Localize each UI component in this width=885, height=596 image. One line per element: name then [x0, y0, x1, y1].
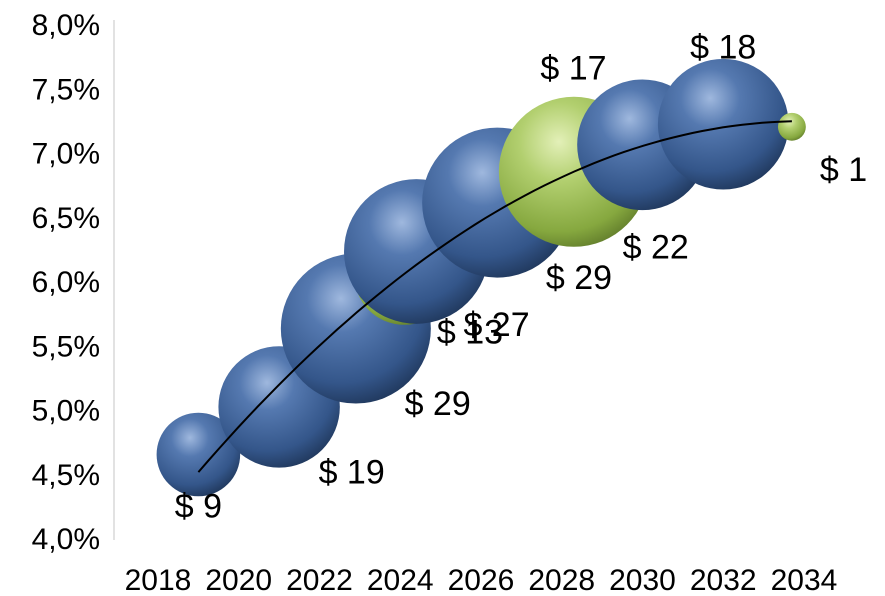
- y-tick-label: 4,5%: [32, 459, 100, 492]
- x-tick-label: 2022: [286, 564, 353, 596]
- bubble-data-label: $ 29: [405, 385, 471, 423]
- bubble-data-label: $ 27: [463, 306, 529, 344]
- x-tick-label: 2018: [125, 564, 192, 596]
- bubble-data-label: $ 1: [820, 151, 867, 189]
- bubble: [156, 412, 241, 497]
- data-labels: $ 9 $ 19 $ 29 $ 13$ 27 $ 29 $ 22 $ 17 $ 18 $ 1: [175, 29, 867, 526]
- x-tick-label: 2024: [367, 564, 434, 596]
- y-tick-label: 8,0%: [32, 9, 100, 42]
- x-tick-label: 2030: [609, 564, 676, 596]
- y-tick-label: 6,5%: [32, 202, 100, 235]
- bubble: [657, 58, 789, 190]
- y-tick-label: 7,0%: [32, 138, 100, 171]
- bubble: [777, 112, 806, 141]
- y-axis-ticks: 4,0% 4,5% 5,0% 5,5% 6,0% 6,5% 7,0% 7,5% 8,0%: [32, 9, 100, 556]
- bubble-data-label: $ 17: [540, 49, 606, 87]
- bubble-data-label: $ 9: [175, 488, 222, 526]
- y-tick-label: 5,5%: [32, 330, 100, 363]
- x-axis-ticks: 2018 2020 2022 2024 2026 2028 2030 2032 2034: [125, 564, 838, 596]
- bubble-data-label: $ 18: [690, 29, 756, 67]
- bubble-data-label: $ 19: [319, 453, 385, 491]
- bubble-data-label: $ 13: [437, 314, 503, 352]
- x-tick-label: 2032: [690, 564, 757, 596]
- y-tick-label: 5,0%: [32, 395, 100, 428]
- x-tick-label: 2028: [528, 564, 595, 596]
- bubble-data-label: $ 22: [623, 228, 689, 266]
- x-tick-label: 2026: [448, 564, 515, 596]
- x-tick-label: 2020: [205, 564, 272, 596]
- bubble-data-label: $ 29: [546, 259, 612, 297]
- x-tick-label: 2034: [771, 564, 838, 596]
- bubbles-layer: [156, 58, 806, 497]
- trendline: [197, 120, 792, 473]
- y-tick-label: 6,0%: [32, 266, 100, 299]
- y-tick-label: 4,0%: [32, 523, 100, 556]
- y-tick-label: 7,5%: [32, 73, 100, 106]
